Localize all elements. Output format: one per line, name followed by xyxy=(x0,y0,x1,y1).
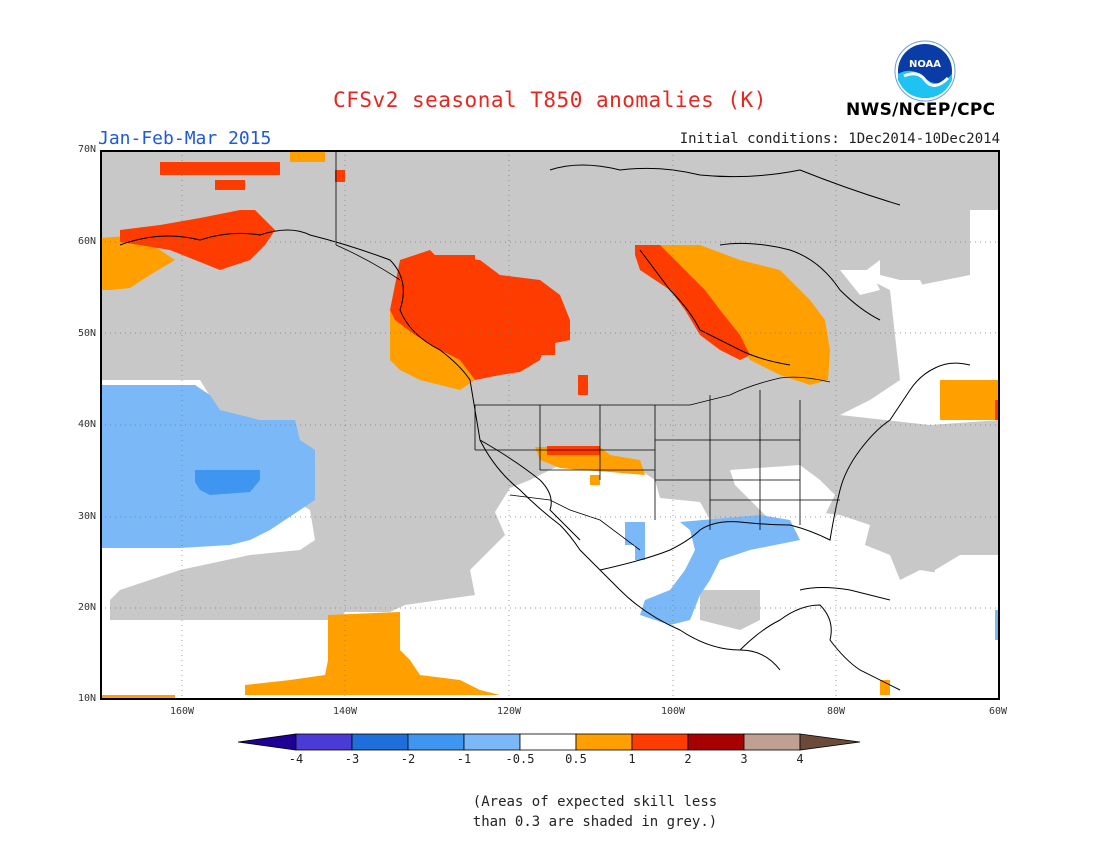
colorbar-swatch xyxy=(687,733,745,751)
colorbar-swatch xyxy=(407,733,465,751)
colorbar-swatch xyxy=(575,733,633,751)
lat-label: 70N xyxy=(77,144,96,155)
colorbar-swatch xyxy=(743,733,801,751)
map-title: CFSv2 seasonal T850 anomalies (K) xyxy=(333,88,767,112)
colorbar xyxy=(238,733,861,751)
political-borders xyxy=(335,150,840,551)
logo-text: NOAA xyxy=(909,59,941,70)
colorbar-swatch xyxy=(631,733,689,751)
cool-anomaly-light xyxy=(100,385,1000,640)
lat-label: 60N xyxy=(77,236,96,247)
lat-label: 30N xyxy=(77,511,96,522)
colorbar-swatch xyxy=(519,733,577,751)
colorbar-swatch xyxy=(799,733,861,751)
colorbar-label: 4 xyxy=(796,752,804,766)
colorbar-label: -3 xyxy=(344,752,360,766)
lon-label: 80W xyxy=(826,706,846,717)
colorbar-label: 3 xyxy=(740,752,748,766)
colorbar-swatch xyxy=(351,733,409,751)
colorbar-swatch xyxy=(238,733,297,751)
lat-label: 20N xyxy=(77,602,96,613)
colorbar-label: 2 xyxy=(684,752,692,766)
anomaly-map xyxy=(100,150,1000,700)
lat-label: 10N xyxy=(77,693,96,704)
lon-label: 140W xyxy=(332,706,358,717)
colorbar-swatch xyxy=(295,733,353,751)
colorbar-label: -2 xyxy=(400,752,416,766)
colorbar-label: -0.5 xyxy=(505,752,535,766)
lon-label: 120W xyxy=(496,706,522,717)
warm-anomaly-strong xyxy=(120,162,1000,455)
lat-label: 40N xyxy=(77,419,96,430)
colorbar-label: 1 xyxy=(628,752,636,766)
colorbar-label: -4 xyxy=(288,752,304,766)
warm-anomaly-light xyxy=(100,150,1000,700)
skill-note-line: than 0.3 are shaded in grey.) xyxy=(472,814,718,830)
initial-conditions: Initial conditions: 1Dec2014-10Dec2014 xyxy=(679,131,1000,147)
lon-label: 160W xyxy=(169,706,195,717)
skill-note: (Areas of expected skill less than 0.3 a… xyxy=(0,792,1100,832)
agency-label: NWS/NCEP/CPC xyxy=(846,100,996,120)
skill-note-line: (Areas of expected skill less xyxy=(472,794,718,810)
cool-anomaly-core xyxy=(195,470,260,495)
map-frame xyxy=(100,150,1000,700)
lon-label: 60W xyxy=(988,706,1008,717)
colorbar-label: 0.5 xyxy=(565,752,587,766)
colorbar-swatch xyxy=(463,733,521,751)
graticule xyxy=(100,150,1000,700)
coastlines xyxy=(119,164,971,691)
colorbar-label: -1 xyxy=(456,752,472,766)
forecast-period: Jan-Feb-Mar 2015 xyxy=(98,128,272,149)
lat-label: 50N xyxy=(77,328,96,339)
noaa-logo-icon: NOAA xyxy=(894,40,956,102)
lon-label: 100W xyxy=(660,706,686,717)
